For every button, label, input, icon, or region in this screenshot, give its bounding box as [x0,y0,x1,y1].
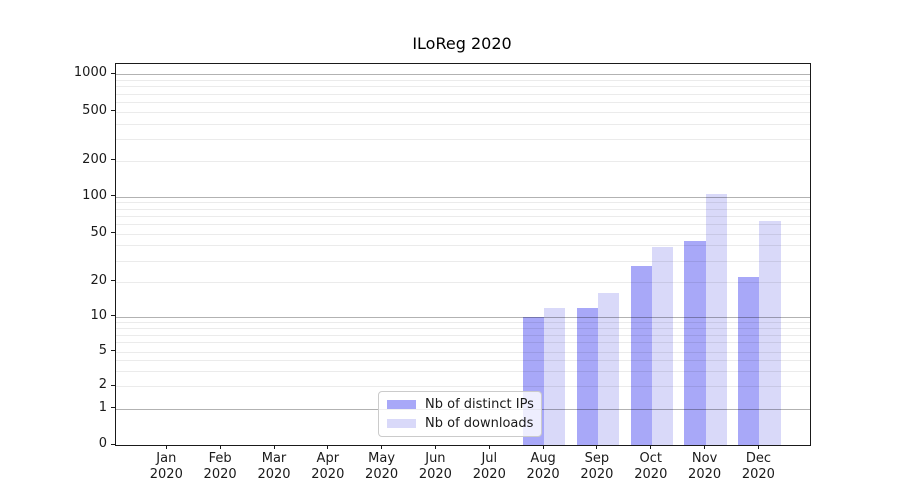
x-tick [165,445,167,449]
minor-gridline [116,79,810,81]
y-tick [111,110,115,112]
plot-area [115,63,811,446]
y-tick [111,384,115,386]
x-tick-label: Oct 2020 [634,451,668,482]
y-tick [111,280,115,282]
x-tick-label: Jan 2020 [149,451,183,482]
bar-ips-oct [630,266,652,445]
y-tick-label: 50 [90,224,107,240]
minor-gridline [116,233,810,235]
x-tick [596,445,598,449]
y-tick-label: 2 [98,377,107,393]
chart-title: ILoReg 2020 [412,34,512,53]
y-tick [111,443,115,445]
x-tick-label: Sep 2020 [580,451,614,482]
minor-gridline [116,160,810,162]
legend: Nb of distinct IPs Nb of downloads [378,391,542,437]
minor-gridline [116,208,810,210]
major-gridline [116,316,810,318]
x-tick-label: Aug 2020 [526,451,560,482]
bar-downloads-aug [544,307,566,445]
bar-ips-nov [684,240,706,445]
y-tick-label: 10 [90,307,107,323]
bar-downloads-sep [597,293,620,445]
minor-gridline [116,215,810,217]
x-tick-label: May 2020 [365,451,399,482]
x-tick [327,445,329,449]
minor-gridline [116,93,810,95]
minor-gridline [116,322,810,323]
legend-label: Nb of downloads [425,416,534,431]
x-tick [381,445,383,449]
y-tick-label: 1 [98,399,107,415]
minor-gridline [116,360,810,361]
y-tick [111,232,115,234]
y-tick-label: 1000 [73,65,107,80]
minor-gridline [116,123,810,125]
minor-gridline [116,111,810,113]
minor-gridline [116,224,810,226]
x-tick [488,445,490,449]
bar-downloads-nov [705,194,727,445]
minor-gridline [116,327,810,329]
y-tick-label: 100 [82,187,107,203]
y-tick [111,159,115,161]
y-tick-label: 200 [82,151,107,167]
legend-label: Nb of distinct IPs [425,397,534,412]
y-tick [111,72,115,74]
x-tick [219,445,221,449]
x-tick-label: Dec 2020 [741,451,775,482]
minor-gridline [116,342,810,344]
y-tick [111,350,115,352]
x-tick-label: Nov 2020 [688,451,722,482]
legend-swatch [387,400,416,409]
x-tick [704,445,706,449]
minor-gridline [116,334,810,336]
x-tick-label: Jun 2020 [418,451,452,482]
y-tick [111,315,115,317]
x-tick [434,445,436,449]
x-tick [757,445,759,449]
legend-swatch [387,419,416,428]
y-tick [111,195,115,197]
minor-gridline [116,139,810,141]
minor-gridline [116,86,810,88]
legend-row: Nb of distinct IPs [387,395,541,414]
minor-gridline [116,281,810,283]
major-gridline [116,196,810,198]
y-tick-label: 20 [90,272,107,288]
minor-gridline [116,260,810,262]
y-tick-label: 5 [98,342,107,358]
minor-gridline [116,351,810,353]
y-tick-label: 0 [98,436,107,451]
x-tick [273,445,275,449]
x-tick-label: Jul 2020 [472,451,506,482]
bar-ips-dec [738,276,760,445]
minor-gridline [116,386,810,388]
major-gridline [116,74,810,75]
bar-downloads-dec [759,220,781,445]
x-tick-label: Feb 2020 [203,451,237,482]
y-tick [111,407,115,408]
minor-gridline [116,370,810,372]
x-tick [650,445,652,449]
x-tick [542,445,544,449]
legend-row: Nb of downloads [387,414,541,433]
minor-gridline [116,101,810,103]
minor-gridline [116,202,810,204]
x-tick-label: Mar 2020 [257,451,291,482]
y-tick-label: 500 [82,102,107,118]
bar-downloads-oct [651,246,673,445]
bar-ips-sep [576,307,598,445]
minor-gridline [116,245,810,247]
x-tick-label: Apr 2020 [311,451,345,482]
